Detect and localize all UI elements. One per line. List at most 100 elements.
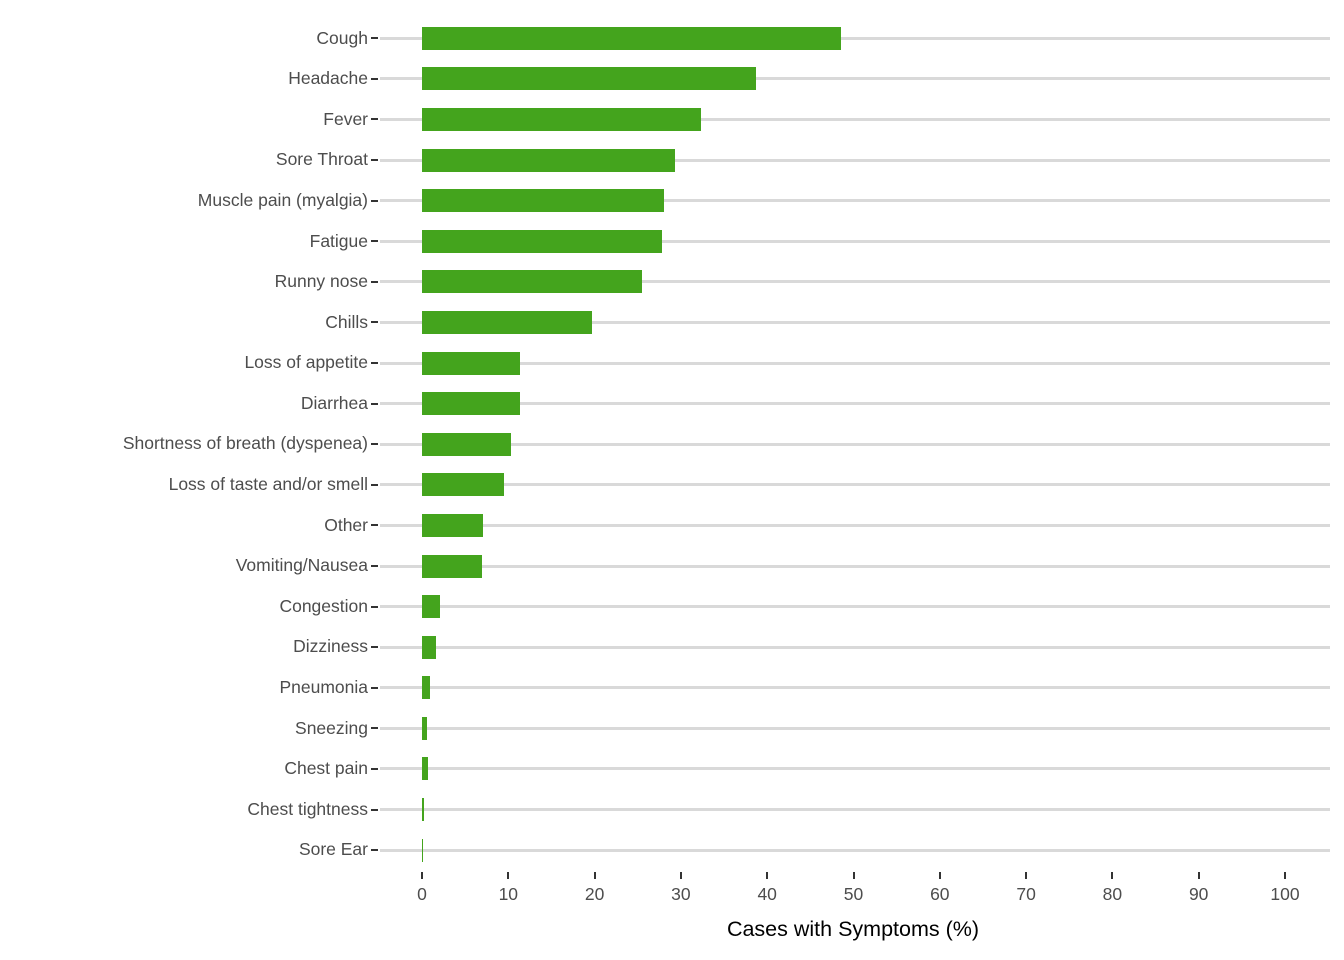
bar-row: Dizziness (0, 627, 1344, 668)
bar (422, 473, 504, 497)
bar (422, 148, 675, 172)
plot-panel-row (380, 708, 1330, 749)
category-label: Loss of appetite (244, 352, 368, 373)
category-gridline (380, 564, 1330, 568)
y-axis-tick (370, 159, 378, 162)
bar (422, 757, 429, 781)
y-axis-tick (370, 849, 378, 852)
y-axis-tick (370, 280, 378, 283)
x-tick-label: 50 (843, 884, 864, 904)
y-axis-tick (370, 362, 378, 365)
x-tick-label: 70 (1016, 884, 1036, 904)
x-tick-label: 0 (417, 884, 427, 904)
category-label: Other (324, 514, 368, 535)
bar-row: Fatigue (0, 221, 1344, 262)
bar (422, 676, 430, 700)
category-label: Chills (325, 311, 368, 332)
y-axis-tick (370, 808, 378, 811)
category-gridline (380, 605, 1330, 609)
y-axis-tick (370, 524, 378, 527)
category-label: Fever (323, 108, 368, 129)
y-axis-tick (370, 321, 378, 324)
x-axis-tick (766, 872, 769, 879)
category-label: Congestion (279, 595, 368, 616)
category-gridline (380, 280, 1330, 284)
category-gridline (380, 483, 1330, 487)
plot-panel-row (380, 221, 1330, 262)
bar-row: Chest pain (0, 749, 1344, 790)
x-tick-label: 60 (930, 884, 950, 904)
y-axis-tick (370, 118, 378, 121)
plot-panel-row (380, 749, 1330, 790)
bar (422, 270, 643, 294)
bar-row: Fever (0, 99, 1344, 140)
category-label: Pneumonia (279, 677, 368, 698)
category-label: Fatigue (309, 230, 368, 251)
y-axis-tick (370, 483, 378, 486)
y-tick-cell (368, 402, 380, 405)
bar (422, 554, 483, 578)
bar-row: Other (0, 505, 1344, 546)
category-label: Chest tightness (247, 798, 368, 819)
plot-panel-row (380, 180, 1330, 221)
y-axis-tick (370, 199, 378, 202)
y-tick-cell (368, 686, 380, 689)
category-gridline (380, 645, 1330, 649)
plot-panel-row (380, 383, 1330, 424)
bar-row: Cough (0, 18, 1344, 59)
bar-row: Runny nose (0, 262, 1344, 303)
y-axis-tick (370, 565, 378, 568)
plot-panel-row (380, 465, 1330, 506)
bar-row: Congestion (0, 586, 1344, 627)
y-tick-cell (368, 808, 380, 811)
y-tick-cell (368, 605, 380, 608)
category-gridline (380, 36, 1330, 40)
bar-row: Sore Throat (0, 140, 1344, 181)
bar-row: Loss of taste and/or smell (0, 465, 1344, 506)
bar-row: Shortness of breath (dyspenea) (0, 424, 1344, 465)
y-tick-cell (368, 483, 380, 486)
category-gridline (380, 199, 1330, 203)
category-gridline (380, 402, 1330, 406)
plot-panel-row (380, 59, 1330, 100)
y-tick-cell (368, 767, 380, 770)
y-axis-tick (370, 686, 378, 689)
bar (422, 838, 424, 862)
y-tick-cell (368, 199, 380, 202)
x-tick-label: 20 (584, 884, 605, 904)
category-gridline (380, 361, 1330, 365)
y-axis-tick (370, 402, 378, 405)
category-gridline (380, 726, 1330, 730)
category-label: Shortness of breath (dyspenea) (122, 433, 368, 454)
category-label: Chest pain (284, 758, 368, 779)
plot-panel-row (380, 140, 1330, 181)
bar (422, 716, 428, 740)
category-gridline (380, 320, 1330, 324)
bar-row: Headache (0, 59, 1344, 100)
plot-panel-row (380, 830, 1330, 871)
bar (422, 229, 662, 253)
y-axis-tick (370, 727, 378, 730)
y-axis-tick (370, 77, 378, 80)
bar-row: Diarrhea (0, 383, 1344, 424)
x-tick-label: 80 (1102, 884, 1123, 904)
category-label: Headache (288, 68, 368, 89)
x-axis-tick (679, 872, 682, 879)
bar (422, 513, 484, 537)
x-axis-tick (593, 872, 596, 879)
x-tick-label: 40 (757, 884, 777, 904)
category-gridline (380, 77, 1330, 81)
bar (422, 67, 756, 91)
y-axis-tick (370, 240, 378, 243)
x-axis-tick (421, 872, 423, 879)
y-tick-cell (368, 118, 380, 121)
x-tick-label: 90 (1188, 884, 1209, 904)
bar (422, 189, 664, 213)
bar-row: Muscle pain (myalgia) (0, 180, 1344, 221)
bar-row: Vomiting/Nausea (0, 546, 1344, 587)
plot-panel-row (380, 627, 1330, 668)
bar (422, 595, 441, 619)
bar (422, 392, 520, 416)
category-gridline (380, 686, 1330, 690)
